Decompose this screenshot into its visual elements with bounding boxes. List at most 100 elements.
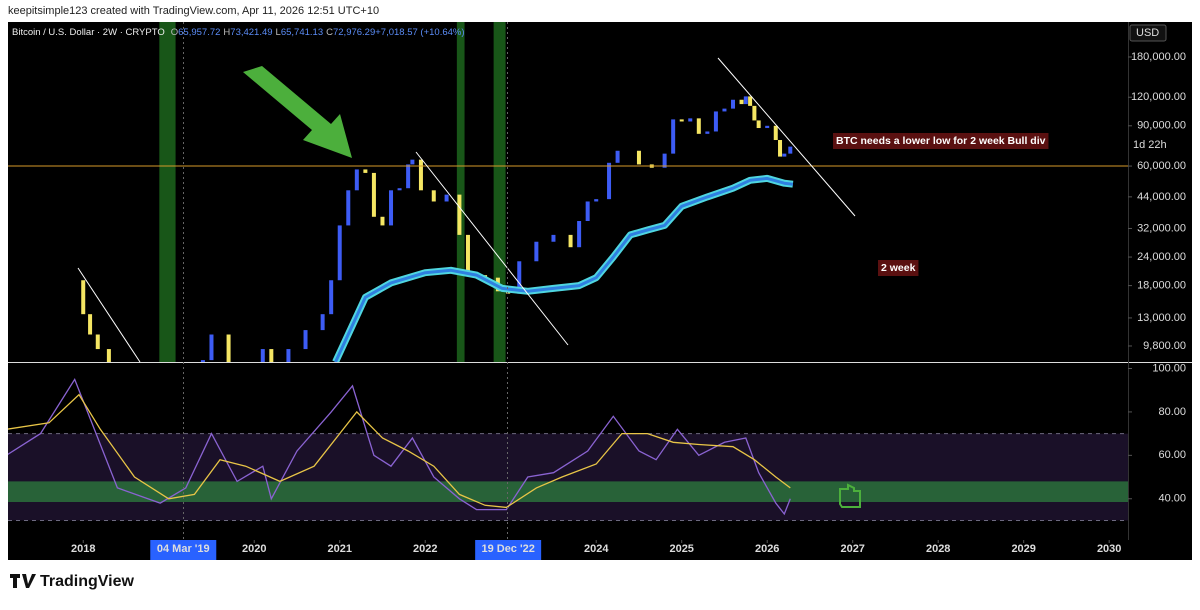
legend: Bitcoin / U.S. Dollar · 2W · CRYPTO O65,9… bbox=[12, 27, 465, 38]
candle bbox=[731, 99, 736, 109]
rsi-line bbox=[8, 377, 791, 516]
candle bbox=[773, 125, 778, 141]
rsi-band bbox=[8, 433, 1128, 521]
countdown: 1d 22h bbox=[1133, 139, 1167, 151]
candle bbox=[782, 153, 787, 157]
candle bbox=[88, 314, 93, 335]
annotation-bg bbox=[878, 260, 919, 276]
candle bbox=[679, 119, 684, 122]
trend-line bbox=[717, 57, 856, 217]
candle bbox=[200, 360, 205, 362]
x-tick-label: 2022 bbox=[413, 543, 437, 555]
legend-item: Bitcoin / U.S. Dollar · 2W · CRYPTO bbox=[12, 27, 165, 38]
x-tick-highlight bbox=[150, 540, 217, 560]
candle bbox=[371, 172, 376, 217]
y-tick-label: 44,000.00 bbox=[1137, 191, 1186, 203]
candle bbox=[444, 194, 449, 202]
rsi-line bbox=[8, 393, 791, 509]
currency: USD bbox=[1136, 27, 1159, 39]
legend-item: L bbox=[276, 27, 281, 38]
candle bbox=[765, 125, 770, 129]
candle bbox=[594, 199, 599, 202]
candle bbox=[337, 225, 342, 281]
candle bbox=[397, 188, 402, 191]
brand: TradingView bbox=[40, 573, 135, 590]
rsi-zone bbox=[8, 481, 1128, 503]
candle bbox=[380, 216, 385, 226]
candle bbox=[457, 194, 462, 235]
y-tick-label: 18,000.00 bbox=[1137, 280, 1186, 292]
candle bbox=[671, 119, 676, 154]
x-tick-label: 2025 bbox=[669, 543, 693, 555]
x-tick-label: 2021 bbox=[327, 543, 351, 555]
candle bbox=[363, 169, 368, 173]
candle bbox=[568, 234, 573, 248]
y-tick-label: 60,000.00 bbox=[1137, 160, 1186, 172]
candle bbox=[551, 234, 556, 242]
candle bbox=[534, 241, 539, 262]
candle bbox=[346, 190, 351, 226]
y-tick-label: 180,000.00 bbox=[1131, 51, 1186, 63]
candle bbox=[688, 118, 693, 122]
x-tick-highlight bbox=[475, 540, 542, 560]
candle bbox=[778, 140, 783, 157]
drawings bbox=[8, 22, 1128, 540]
x-tick-label: 2027 bbox=[840, 543, 864, 555]
candle bbox=[662, 153, 667, 168]
candle bbox=[465, 234, 470, 276]
candle bbox=[752, 105, 757, 121]
y-tick-label: 100.00 bbox=[1152, 362, 1186, 374]
y-tick-label: 120,000.00 bbox=[1131, 91, 1186, 103]
highlight bbox=[159, 22, 176, 362]
candle bbox=[410, 159, 415, 165]
logo-mark bbox=[10, 574, 36, 588]
candle bbox=[389, 190, 394, 226]
logo: TradingView bbox=[10, 573, 135, 590]
candle bbox=[406, 164, 411, 189]
candle bbox=[303, 330, 308, 350]
annotation: BTC needs a lower low for 2 week Bull di… bbox=[836, 135, 1046, 147]
x-tick-label: 2030 bbox=[1097, 543, 1121, 555]
candle bbox=[226, 334, 231, 362]
candle bbox=[756, 120, 761, 129]
x-tick-label: 2018 bbox=[71, 543, 95, 555]
candle bbox=[748, 96, 753, 106]
y-tick-label: 90,000.00 bbox=[1137, 120, 1186, 132]
candle bbox=[95, 334, 100, 350]
x-tick-label: 2024 bbox=[584, 543, 609, 555]
candle bbox=[517, 261, 522, 294]
x-tick-label: 19 Dec '22 bbox=[481, 543, 534, 555]
candle bbox=[636, 150, 641, 165]
arrow bbox=[243, 66, 352, 158]
legend-item: 65,741.13 bbox=[281, 27, 323, 38]
highlight bbox=[493, 22, 506, 362]
x-tick-label: 2028 bbox=[926, 543, 950, 555]
candle bbox=[81, 280, 86, 315]
candle bbox=[286, 349, 291, 362]
x-tick-label: 2026 bbox=[755, 543, 779, 555]
candle bbox=[607, 162, 612, 200]
header: keepitsimple123 created with TradingView… bbox=[8, 5, 379, 17]
ma-line bbox=[334, 176, 794, 362]
legend-item: 72,976.29 bbox=[333, 27, 375, 38]
y-tick-label: 13,000.00 bbox=[1137, 312, 1186, 324]
legend-item: 65,957.72 bbox=[178, 27, 220, 38]
x-tick-label: 04 Mar '19 bbox=[157, 543, 210, 555]
candle bbox=[705, 131, 710, 134]
candle bbox=[713, 111, 718, 132]
y-tick-label: 9,800.00 bbox=[1143, 340, 1186, 352]
candle bbox=[418, 159, 423, 191]
price-pane bbox=[81, 22, 794, 362]
trend-line bbox=[77, 267, 141, 363]
candle bbox=[743, 96, 748, 105]
currency-box bbox=[1129, 24, 1167, 42]
candle bbox=[260, 349, 265, 362]
legend-item: H bbox=[223, 27, 230, 38]
annotation-bg bbox=[833, 133, 1049, 149]
candle bbox=[696, 118, 701, 134]
candle bbox=[329, 280, 334, 315]
candle bbox=[577, 221, 582, 248]
candle bbox=[106, 349, 111, 362]
